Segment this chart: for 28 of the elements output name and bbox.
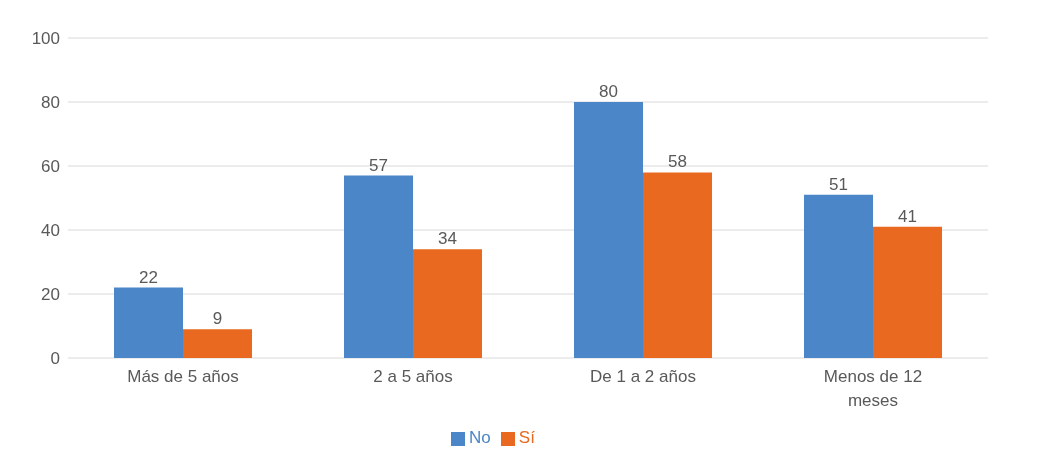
data-label: 80: [599, 82, 618, 101]
bar: [804, 194, 873, 358]
x-tick-label: Menos de 12 meses: [823, 367, 923, 410]
y-tick-label: 0: [50, 349, 60, 369]
bar: [344, 175, 413, 358]
data-label: 34: [438, 229, 457, 249]
x-tick-label: De 1 a 2 años: [590, 367, 696, 386]
bar: [574, 102, 643, 358]
data-label: 9: [212, 309, 223, 329]
data-label: 57: [369, 155, 388, 175]
x-tick-label: Más de 5 años: [127, 367, 239, 386]
y-tick-label: 100: [31, 29, 60, 49]
y-tick-label: 60: [41, 157, 60, 177]
y-tick-label: 80: [41, 93, 60, 113]
bar: [643, 172, 712, 358]
bar: [413, 249, 482, 358]
data-label: 41: [898, 206, 917, 226]
data-label: 22: [139, 267, 158, 287]
x-tick-label: 2 a 5 años: [373, 367, 453, 386]
data-label: 58: [668, 152, 687, 172]
bar: [183, 329, 252, 358]
bar: [873, 226, 942, 358]
data-label: 51: [829, 174, 848, 194]
y-tick-label: 20: [41, 285, 60, 305]
bar: [114, 287, 183, 358]
y-tick-label: 40: [41, 221, 60, 241]
legend-label: Sí: [518, 428, 535, 447]
legend-label: No: [469, 428, 491, 447]
